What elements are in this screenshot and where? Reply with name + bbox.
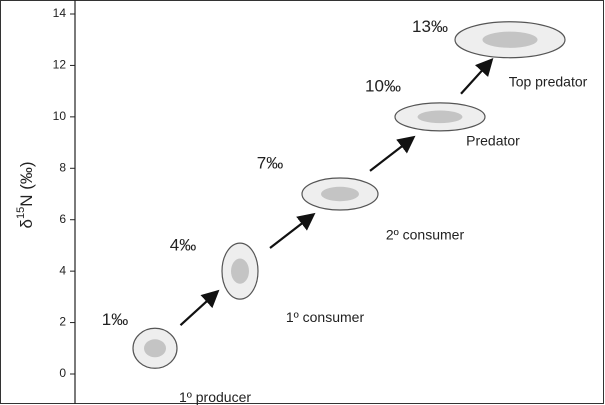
trophic-level: Predator bbox=[466, 133, 520, 149]
arrow bbox=[181, 293, 217, 325]
y-tick-label: 10 bbox=[53, 109, 67, 123]
y-label-symbol: δ bbox=[17, 219, 36, 228]
frame bbox=[1, 1, 604, 404]
y-tick-label: 6 bbox=[59, 212, 66, 226]
value-label: 4‰ bbox=[170, 236, 196, 255]
value-label: 10‰ bbox=[365, 76, 401, 95]
organism-detail bbox=[144, 339, 166, 357]
y-tick-label: 12 bbox=[53, 58, 67, 72]
organism-detail bbox=[321, 187, 359, 201]
value-label: 7‰ bbox=[257, 153, 283, 172]
chart: δ15N (‰) 0 2 4 6 8 10 12 14 1‰ 1º producer 4‰ 1º co… bbox=[0, 0, 605, 405]
y-label-sup: 15 bbox=[15, 207, 27, 219]
y-tick-label: 8 bbox=[59, 160, 66, 174]
y-tick-label: 4 bbox=[59, 263, 66, 277]
trophic-level: 2º consumer bbox=[386, 227, 465, 243]
organism-detail bbox=[418, 111, 463, 124]
y-tick-label: 2 bbox=[59, 315, 66, 329]
organism-detail bbox=[483, 32, 538, 48]
trophic-level: Top predator bbox=[509, 73, 588, 89]
y-tick-label: 0 bbox=[59, 366, 66, 380]
trophic-level: 1º producer bbox=[179, 389, 251, 405]
svg-text:δ15N (‰): δ15N (‰) bbox=[15, 161, 37, 228]
value-label: 13‰ bbox=[412, 17, 448, 36]
arrow bbox=[270, 216, 312, 248]
trophic-level: 1º consumer bbox=[286, 309, 365, 325]
organism-detail bbox=[231, 259, 249, 284]
arrow bbox=[461, 61, 490, 93]
value-label: 1‰ bbox=[102, 310, 128, 329]
y-tick-label: 14 bbox=[53, 6, 67, 20]
y-label-rest: N (‰) bbox=[17, 161, 36, 206]
arrow bbox=[370, 138, 412, 170]
y-axis-label: δ15N (‰) bbox=[15, 161, 37, 228]
